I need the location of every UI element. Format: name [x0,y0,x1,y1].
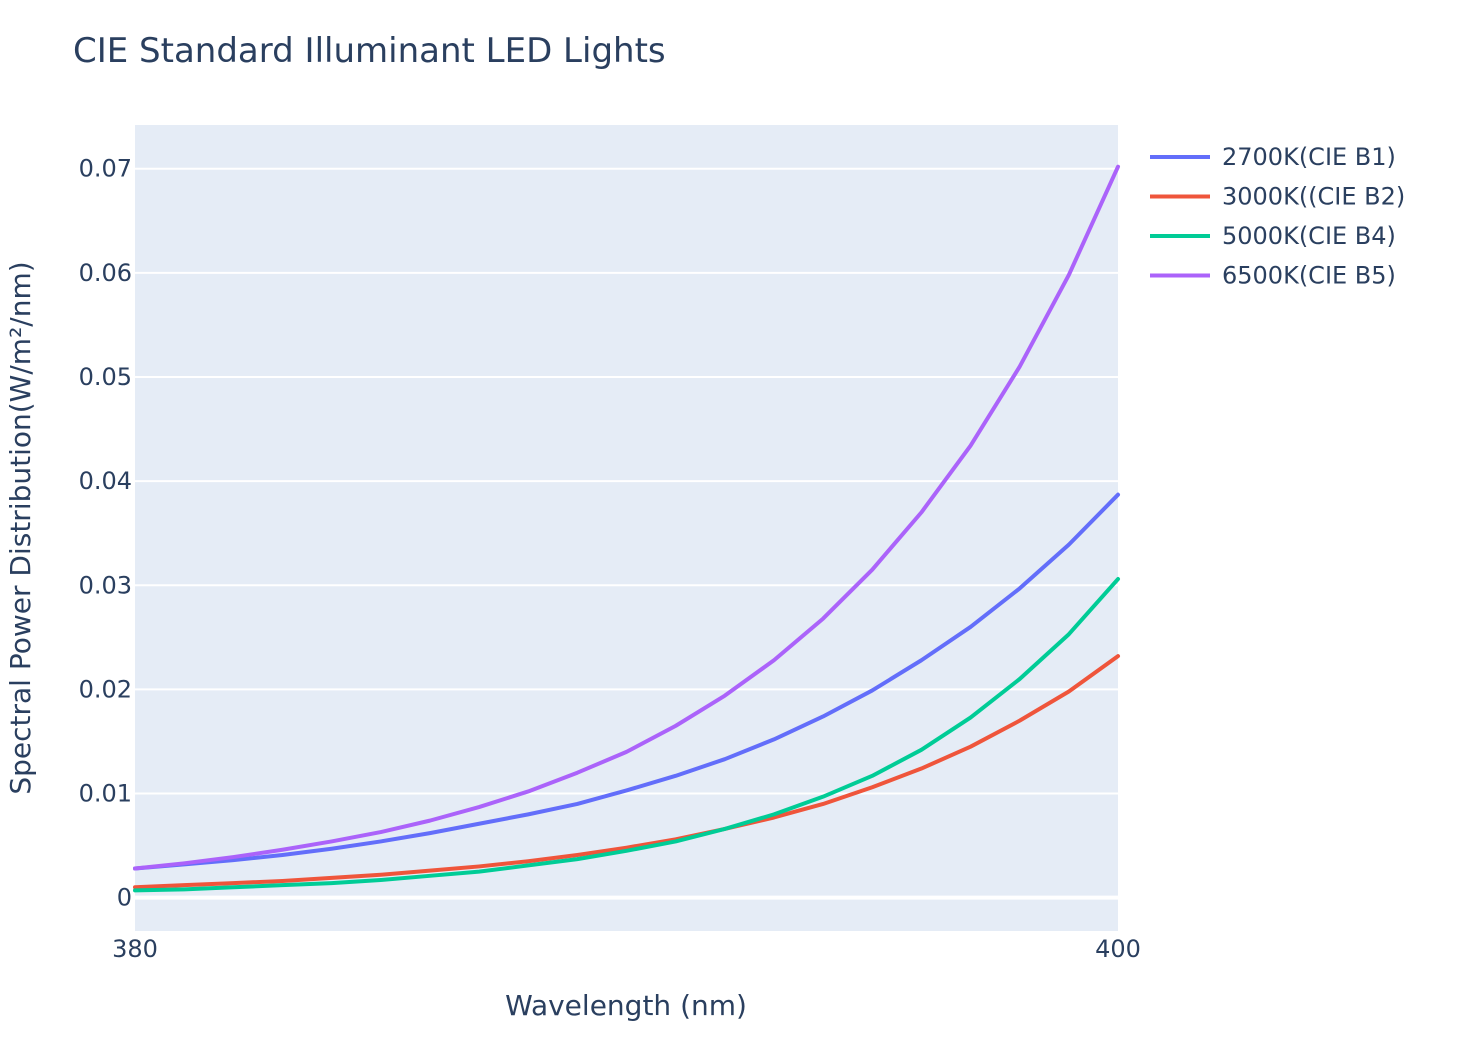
y-tick-label: 0 [117,884,132,912]
y-tick-label: 0.05 [79,363,132,391]
x-axis-title: Wavelength (nm) [505,989,747,1022]
x-tick-labels: 380 400 [112,935,1141,963]
plot-area [135,125,1118,931]
y-axis-title: Spectral Power Distribution(W/m²/nm) [4,261,37,794]
legend-label: 3000K((CIE B2) [1222,183,1405,211]
y-tick-labels: 0 0.01 0.02 0.03 0.04 0.05 0.06 0.07 [79,155,132,912]
series-line [133,492,1120,871]
legend[interactable]: 2700K(CIE B1) 3000K((CIE B2) 5000K(CIE B4)… [1150,143,1405,290]
legend-item[interactable]: 5000K(CIE B4) [1150,222,1396,250]
y-tick-label: 0.01 [79,780,132,808]
series-line [133,164,1120,871]
y-tick-label: 0.04 [79,467,132,495]
legend-label: 2700K(CIE B1) [1222,143,1396,171]
y-tick-label: 0.02 [79,675,132,703]
x-tick-label: 400 [1095,935,1141,963]
y-tick-label: 0.03 [79,571,132,599]
legend-item[interactable]: 6500K(CIE B5) [1150,262,1396,290]
series-line [133,654,1120,890]
legend-label: 5000K(CIE B4) [1222,222,1396,250]
series-line [133,577,1120,893]
grid-lines [135,167,1118,795]
y-tick-label: 0.06 [79,259,132,287]
legend-label: 6500K(CIE B5) [1222,262,1396,290]
x-tick-label: 380 [112,935,158,963]
chart-title: CIE Standard Illuminant LED Lights [73,31,666,71]
legend-item[interactable]: 2700K(CIE B1) [1150,143,1396,171]
series-lines [133,164,1120,893]
legend-item[interactable]: 3000K((CIE B2) [1150,183,1405,211]
y-tick-label: 0.07 [79,155,132,183]
